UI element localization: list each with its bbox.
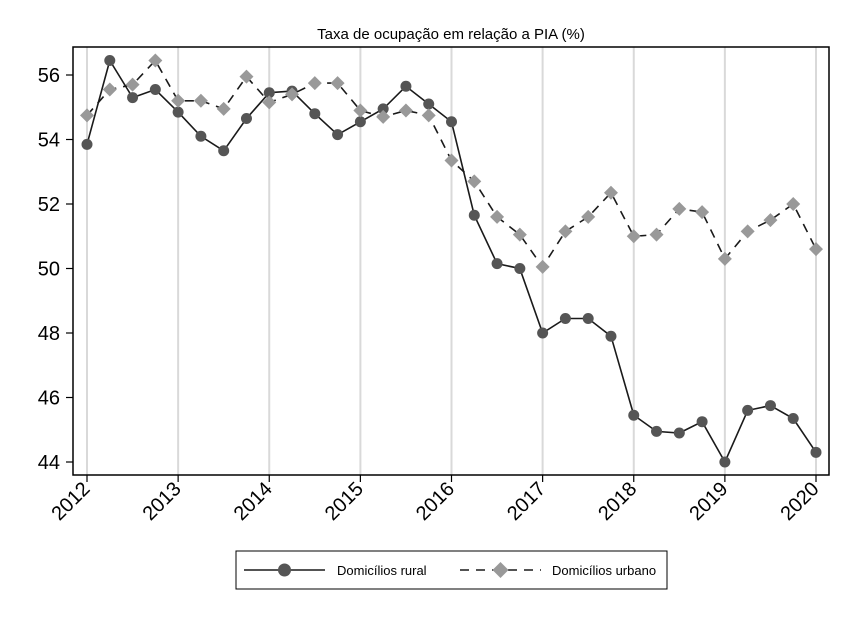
- point-1-23: [603, 185, 618, 200]
- point-1-19: [512, 227, 527, 242]
- point-1-28: [717, 251, 732, 266]
- point-1-24: [626, 229, 641, 244]
- point-0-12: [354, 116, 366, 128]
- point-1-9: [285, 87, 300, 102]
- legend: Domicílios rural Domicílios urbano: [235, 550, 668, 590]
- point-1-7: [239, 69, 254, 84]
- point-1-13: [376, 109, 391, 124]
- point-1-26: [672, 201, 687, 216]
- legend-label-rural: Domicílios rural: [337, 563, 427, 578]
- point-0-19: [514, 263, 526, 274]
- point-0-11: [332, 129, 344, 141]
- y-axis: 44 46 48 50 52 54 56: [38, 65, 73, 474]
- point-1-3: [148, 53, 163, 68]
- point-0-20: [537, 327, 549, 339]
- point-0-26: [673, 427, 685, 439]
- point-0-28: [719, 456, 731, 468]
- legend-marker-rural: [278, 563, 291, 577]
- point-1-17: [467, 174, 482, 189]
- xtick-label-8: 2020: [777, 478, 824, 525]
- point-0-31: [787, 412, 799, 424]
- point-1-0: [80, 108, 94, 123]
- xtick-label-0: 2012: [48, 478, 95, 525]
- ytick-label-4: 52: [38, 194, 60, 216]
- point-1-2: [125, 77, 140, 92]
- point-1-1: [102, 82, 117, 97]
- point-0-21: [559, 312, 571, 324]
- point-1-14: [398, 103, 413, 118]
- point-1-21: [558, 224, 573, 239]
- point-1-18: [490, 209, 505, 224]
- point-1-16: [444, 153, 459, 168]
- point-0-24: [628, 409, 640, 421]
- series-0: [81, 54, 822, 468]
- point-0-6: [218, 145, 230, 157]
- point-1-31: [786, 197, 801, 211]
- xtick-label-5: 2017: [503, 478, 550, 525]
- point-0-30: [764, 400, 776, 412]
- point-0-23: [605, 330, 617, 342]
- point-0-0: [81, 138, 93, 150]
- series-1: [80, 53, 823, 274]
- point-1-4: [171, 93, 186, 108]
- point-1-6: [216, 101, 231, 116]
- point-1-29: [740, 224, 755, 239]
- point-0-27: [696, 416, 708, 428]
- point-0-13: [377, 103, 389, 115]
- point-0-29: [742, 404, 754, 416]
- xtick-label-3: 2015: [321, 478, 368, 525]
- point-1-5: [193, 93, 208, 108]
- point-0-14: [400, 80, 412, 92]
- point-0-2: [127, 92, 139, 104]
- point-1-30: [763, 213, 778, 228]
- point-1-8: [262, 95, 277, 110]
- ytick-label-1: 46: [38, 388, 60, 410]
- legend-marker-urbano: [492, 562, 509, 578]
- point-1-15: [421, 108, 436, 123]
- series-layer: [80, 53, 823, 468]
- legend-label-urbano: Domicílios urbano: [552, 563, 656, 578]
- point-0-8: [263, 87, 275, 99]
- point-0-25: [651, 425, 663, 437]
- xtick-label-4: 2016: [412, 478, 459, 525]
- point-1-20: [535, 259, 550, 274]
- xtick-label-7: 2019: [685, 478, 732, 525]
- gridlines: [86, 47, 817, 475]
- ytick-label-5: 54: [38, 130, 60, 152]
- point-0-3: [149, 84, 161, 96]
- point-1-22: [581, 209, 596, 224]
- point-0-5: [195, 130, 207, 142]
- point-1-11: [330, 76, 345, 91]
- point-0-17: [468, 209, 480, 221]
- point-1-12: [353, 103, 368, 118]
- point-1-10: [307, 76, 322, 91]
- xtick-label-2: 2014: [230, 478, 277, 525]
- point-1-32: [809, 242, 823, 257]
- xtick-label-6: 2018: [594, 478, 641, 525]
- point-0-18: [491, 258, 503, 270]
- chart-title: Taxa de ocupação em relação a PIA (%): [317, 26, 585, 43]
- ytick-label-6: 56: [38, 65, 60, 87]
- point-0-22: [582, 312, 594, 324]
- point-0-4: [172, 106, 184, 118]
- xtick-label-1: 2013: [139, 478, 186, 525]
- ytick-label-3: 50: [38, 259, 60, 281]
- point-0-16: [446, 116, 457, 128]
- x-axis: 2012 2013 2014 2015 2016 2017 2018 2019 2020: [48, 475, 824, 525]
- point-0-32: [810, 446, 822, 458]
- point-1-25: [649, 227, 664, 242]
- point-1-27: [695, 205, 710, 220]
- ytick-label-2: 48: [38, 323, 60, 345]
- point-0-7: [240, 113, 252, 125]
- ytick-label-0: 44: [38, 452, 60, 474]
- point-0-10: [309, 108, 321, 120]
- point-0-1: [104, 54, 116, 66]
- point-0-15: [423, 98, 435, 110]
